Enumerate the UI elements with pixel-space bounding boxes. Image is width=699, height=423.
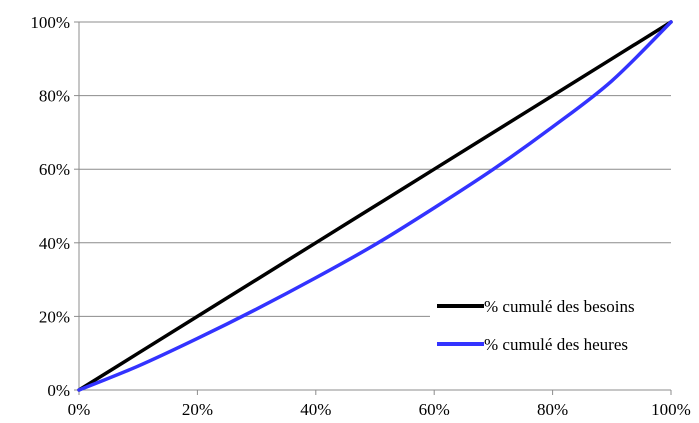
y-tick-label: 40% bbox=[39, 234, 70, 253]
y-tick-label: 100% bbox=[30, 13, 70, 32]
x-tick-labels: 0% 20% 40% 60% 80% 100% bbox=[68, 400, 691, 419]
series-line-0 bbox=[77, 20, 673, 392]
x-tick-label: 60% bbox=[419, 400, 450, 419]
y-tick-label: 0% bbox=[47, 381, 70, 400]
legend-label: % cumulé des heures bbox=[484, 335, 628, 354]
gridlines bbox=[79, 21, 671, 317]
y-tick-labels: 0% 20% 40% 60% 80% 100% bbox=[30, 13, 70, 400]
x-tick-label: 0% bbox=[68, 400, 91, 419]
x-tick-label: 40% bbox=[300, 400, 331, 419]
y-tick-label: 20% bbox=[39, 307, 70, 326]
series-lines bbox=[77, 20, 673, 392]
series-line-1 bbox=[77, 20, 673, 392]
y-tick-label: 60% bbox=[39, 160, 70, 179]
legend-label: % cumulé des besoins bbox=[484, 297, 635, 316]
x-tick-label: 100% bbox=[651, 400, 691, 419]
x-tick-label: 80% bbox=[537, 400, 568, 419]
y-tick-label: 80% bbox=[39, 87, 70, 106]
legend-box bbox=[430, 290, 671, 362]
x-tick-label: 20% bbox=[182, 400, 213, 419]
legend: % cumulé des besoins % cumulé des heures bbox=[430, 290, 671, 362]
